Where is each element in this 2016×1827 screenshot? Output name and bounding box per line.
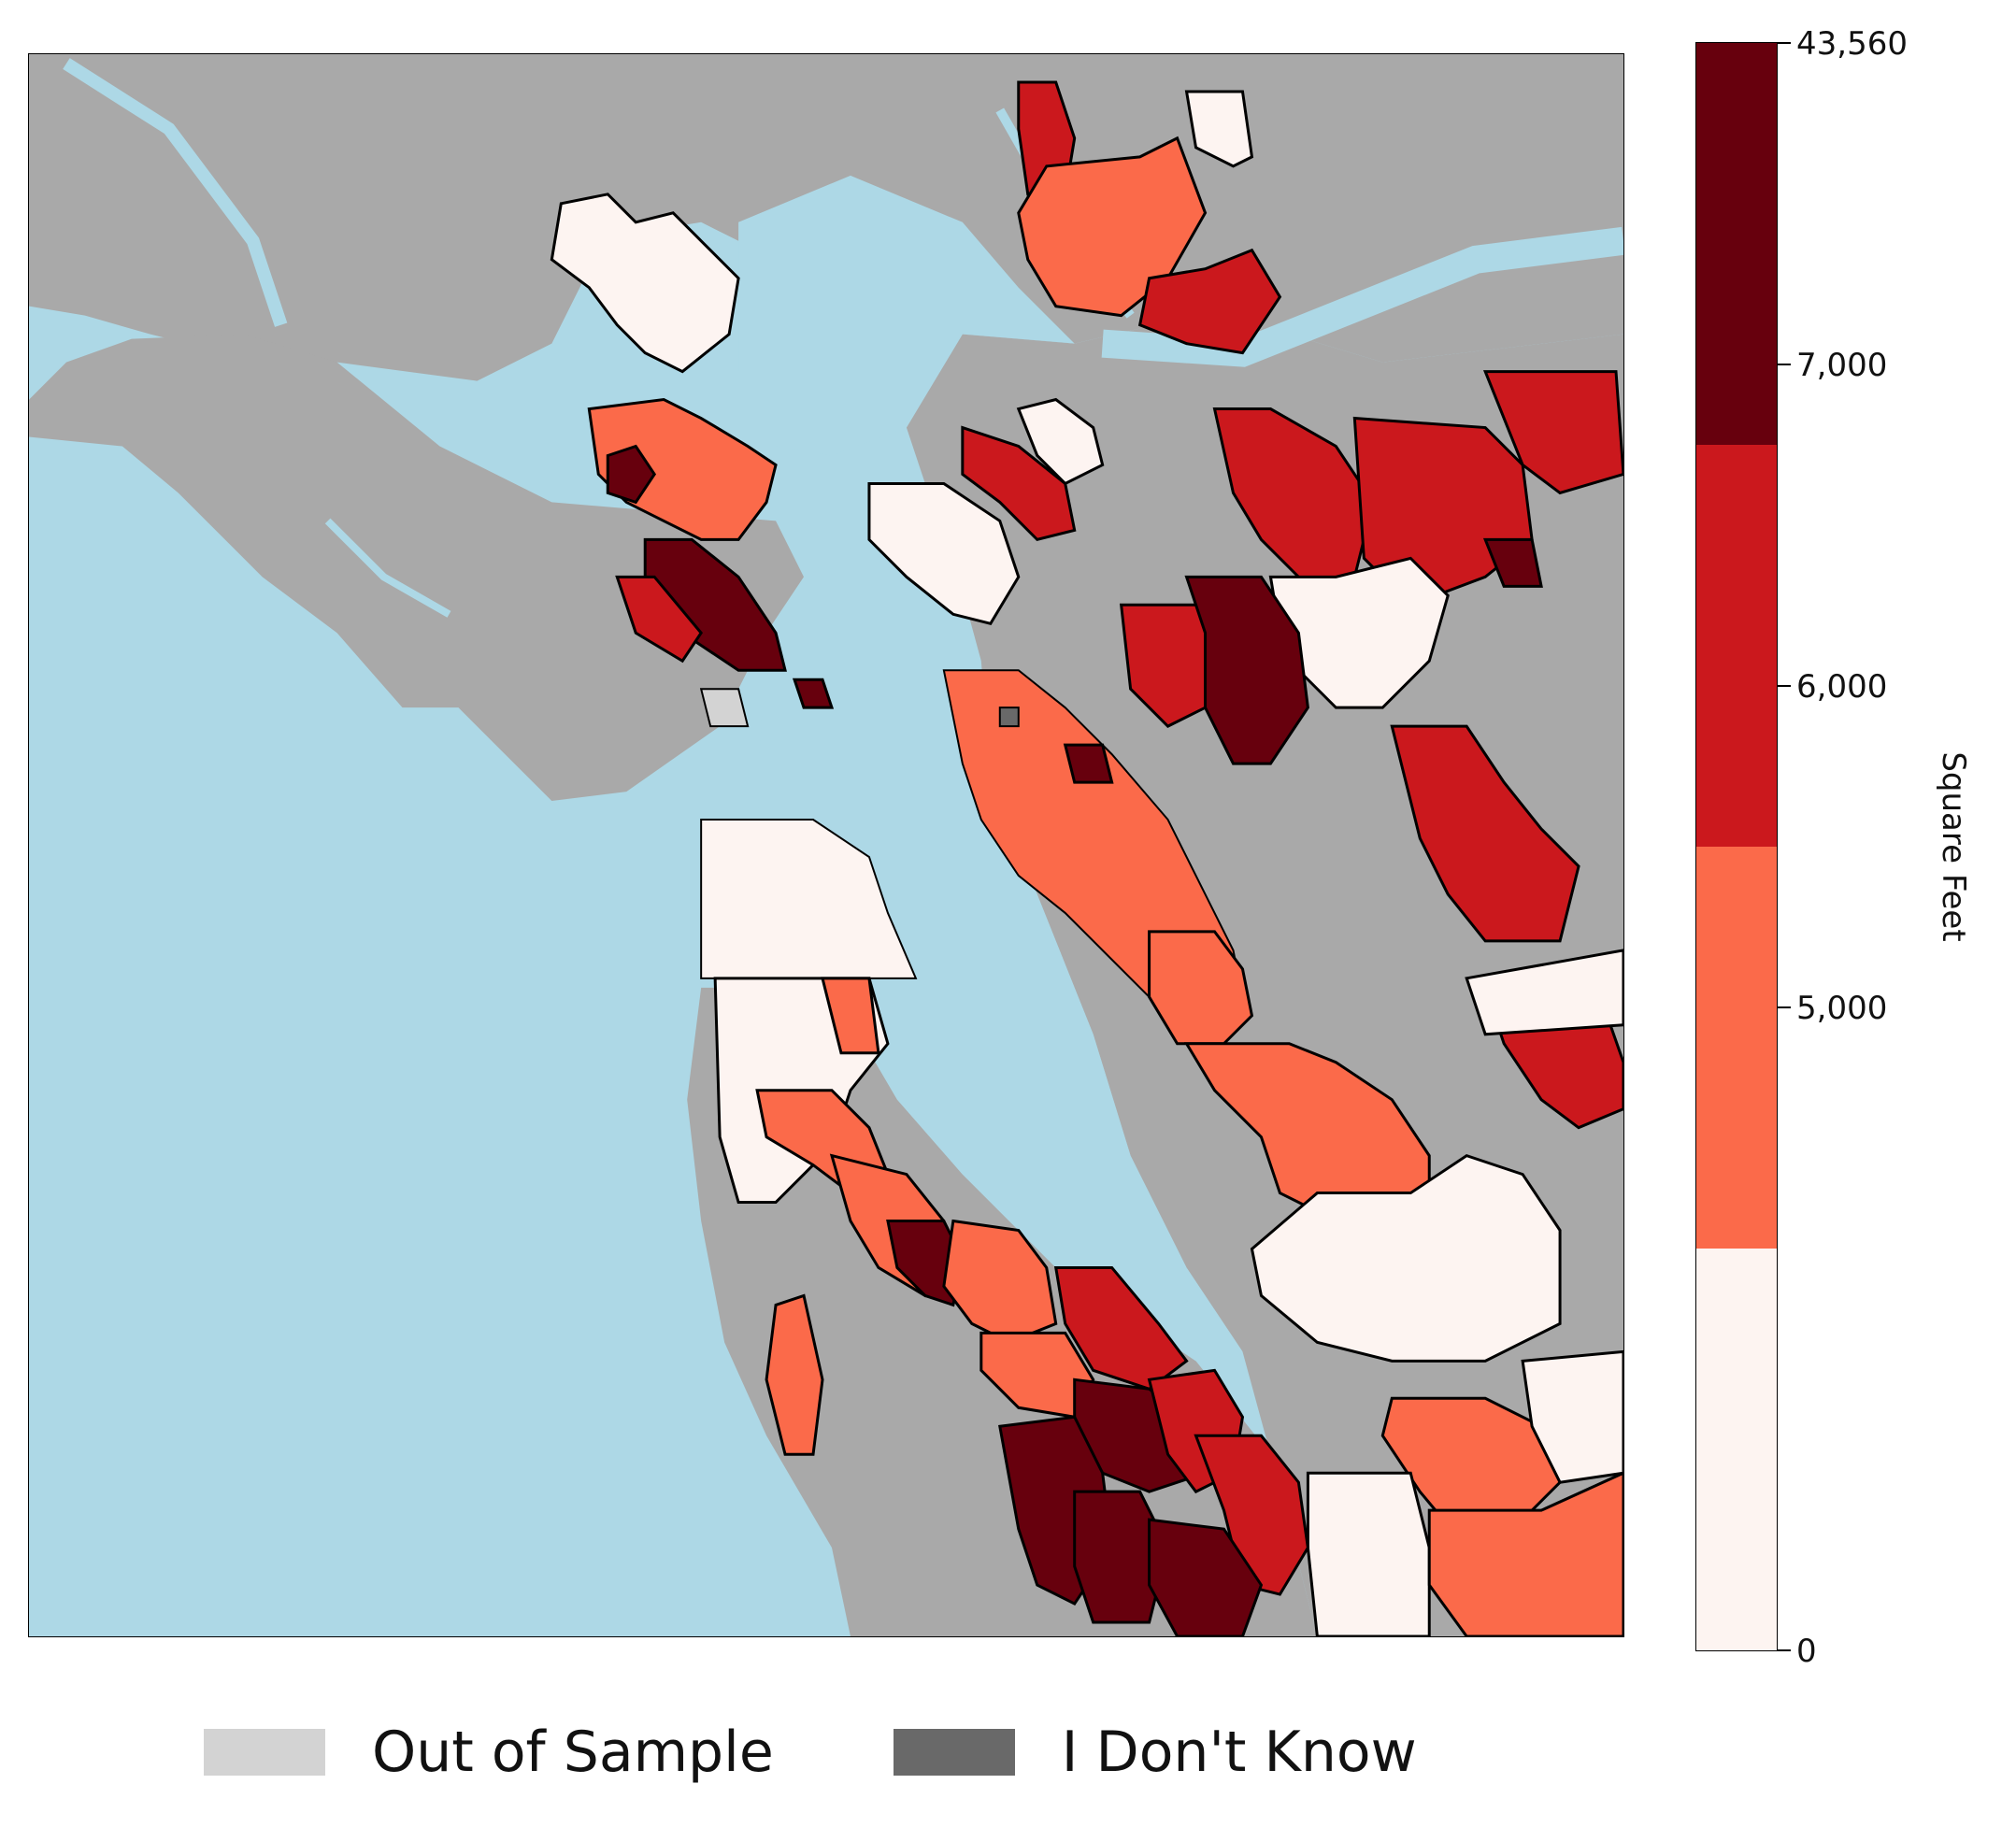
water-san-pablo-bay bbox=[738, 175, 1075, 456]
colorbar-segment-5000-6000 bbox=[1696, 847, 1777, 1249]
district-piedmont bbox=[1063, 743, 1114, 784]
colorbar-tick-label: 6,000 bbox=[1796, 668, 1888, 706]
colorbar-segment-6000-7000 bbox=[1696, 445, 1777, 847]
legend: Out of Sample I Don't Know bbox=[204, 1720, 1537, 1785]
colorbar-tick-label: 5,000 bbox=[1796, 990, 1888, 1027]
district-hercules bbox=[1016, 397, 1105, 486]
colorbar-segment-7000-43560 bbox=[1696, 43, 1777, 445]
river bbox=[1101, 226, 1623, 367]
legend-item-dont-know: I Don't Know bbox=[893, 1720, 1417, 1785]
district-atherton bbox=[1073, 1490, 1170, 1624]
colorbar bbox=[1695, 42, 1778, 1651]
district-marin-ross bbox=[606, 444, 657, 505]
district-antioch bbox=[1482, 370, 1623, 495]
legend-label: Out of Sample bbox=[372, 1720, 774, 1785]
district-dont-know-east bbox=[998, 707, 1020, 728]
legend-label: I Don't Know bbox=[1061, 1720, 1417, 1785]
legend-swatch bbox=[893, 1729, 1015, 1776]
district-napa-north bbox=[1184, 90, 1254, 168]
district-union-city bbox=[1521, 1349, 1623, 1484]
district-foster-city bbox=[1053, 1265, 1189, 1391]
district-benicia bbox=[1137, 248, 1282, 355]
water-central-bay bbox=[757, 502, 1243, 1362]
colorbar-tick bbox=[1778, 685, 1791, 687]
colorbar-tick-label: 0 bbox=[1796, 1633, 1817, 1670]
district-castro-valley bbox=[1148, 930, 1254, 1046]
district-alamo-strip bbox=[1465, 949, 1623, 1036]
legend-item-out-of-sample: Out of Sample bbox=[204, 1720, 774, 1785]
district-pleasanton bbox=[1250, 1153, 1562, 1363]
district-brentwood bbox=[1482, 537, 1543, 588]
colorbar-tick-label: 7,000 bbox=[1796, 347, 1888, 384]
bay-area-choropleth-map bbox=[29, 54, 1623, 1636]
map-panel bbox=[28, 53, 1624, 1637]
district-menlo-park bbox=[1194, 1434, 1309, 1596]
district-richmond bbox=[867, 481, 1021, 626]
colorbar-tick bbox=[1778, 364, 1791, 365]
district-san-jose-east bbox=[1427, 1471, 1623, 1636]
river bbox=[324, 518, 451, 618]
district-orinda bbox=[1184, 575, 1309, 765]
land-marin bbox=[29, 334, 805, 802]
legend-swatch bbox=[204, 1729, 325, 1776]
colorbar-tick bbox=[1778, 1006, 1791, 1008]
district-marin-belvedere bbox=[792, 678, 835, 709]
district-danville bbox=[1390, 724, 1580, 943]
colorbar-segment-0-5000 bbox=[1696, 1249, 1777, 1650]
district-south-sf bbox=[821, 977, 880, 1055]
district-half-moon-bay bbox=[765, 1293, 824, 1456]
colorbar-title: Square Feet bbox=[1935, 751, 1972, 942]
district-san-francisco bbox=[700, 819, 918, 979]
district-milpitas bbox=[1306, 1471, 1431, 1636]
colorbar-tick-label: 43,560 bbox=[1796, 25, 1908, 63]
district-palo-alto bbox=[1148, 1518, 1264, 1636]
district-marin-corte-madera bbox=[615, 575, 704, 664]
district-pinole bbox=[961, 425, 1077, 542]
colorbar-tick bbox=[1778, 42, 1791, 44]
district-marin-north bbox=[550, 193, 740, 374]
colorbar-tick bbox=[1778, 1649, 1791, 1651]
district-marin-sausalito bbox=[699, 688, 750, 728]
river bbox=[63, 58, 288, 327]
